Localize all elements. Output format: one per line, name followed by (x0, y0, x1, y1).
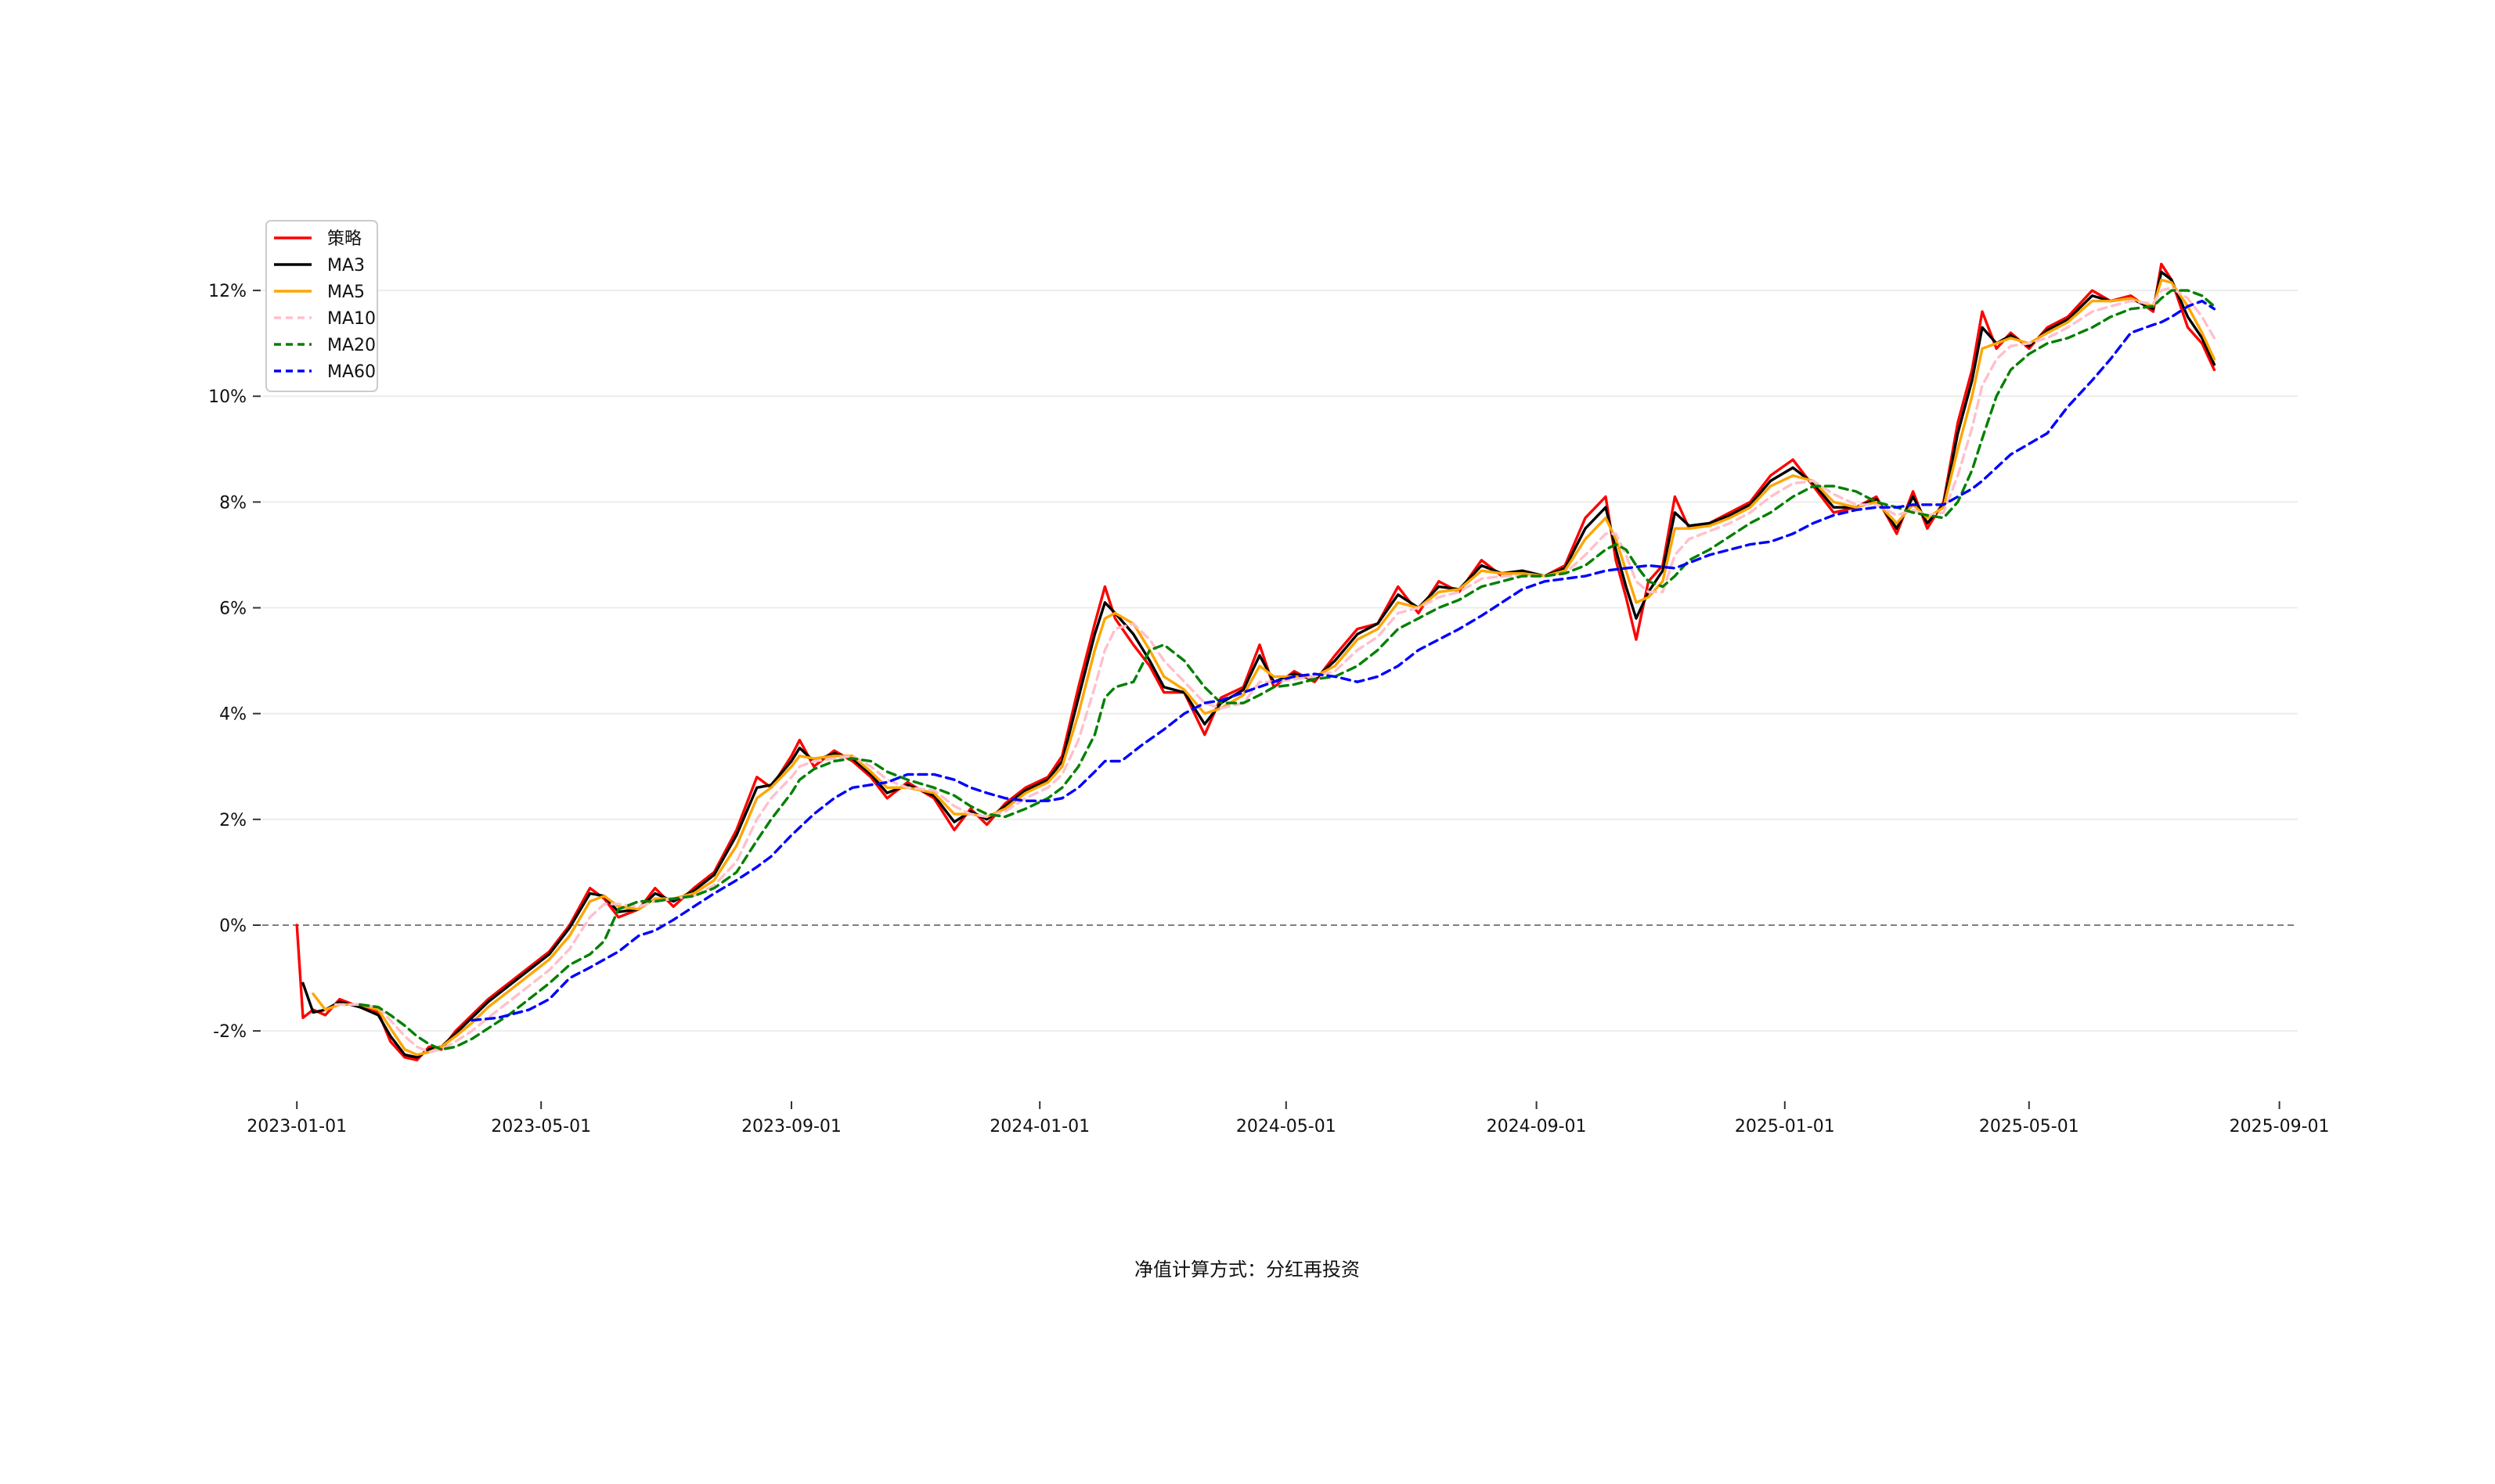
x-axis-label: 净值计算方式：分红再投资 (1134, 1259, 1360, 1280)
x-tick-label: 2023-05-01 (491, 1117, 591, 1136)
y-tick-label: 10% (208, 387, 247, 407)
y-tick-label: 6% (219, 600, 247, 619)
legend-entry-label: 策略 (327, 229, 362, 249)
x-tick-label: 2023-09-01 (741, 1117, 842, 1136)
x-tick-label: 2024-05-01 (1236, 1117, 1336, 1136)
y-tick-label: 8% (219, 493, 247, 513)
y-axis: -2% 0% 2% 4% 6% 8% 10% 12% (208, 282, 261, 1042)
y-tick-label: 4% (219, 705, 247, 725)
x-tick-label: 2024-01-01 (990, 1117, 1090, 1136)
x-axis: 2023-01-01 2023-05-01 2023-09-01 2024-01-01… (247, 1101, 2330, 1136)
y-tick-label: 0% (219, 917, 247, 936)
legend: 策略 MA3 MA5 MA10 MA20 MA60 (265, 220, 378, 392)
series-line-3 (334, 286, 2216, 1054)
y-tick-label: -2% (213, 1022, 247, 1042)
series-line-5 (471, 299, 2216, 1022)
x-tick-label: 2023-01-01 (247, 1117, 347, 1136)
y-tick-label: 12% (208, 282, 247, 301)
y-tick-label: 2% (219, 811, 247, 830)
x-tick-label: 2025-09-01 (2230, 1117, 2330, 1136)
x-tick-label: 2025-01-01 (1735, 1117, 1835, 1136)
x-tick-label: 2024-09-01 (1487, 1117, 1587, 1136)
series-lines (295, 262, 2216, 1062)
legend-entry-label: MA5 (327, 283, 365, 302)
series-line-4 (359, 289, 2216, 1051)
y-gridlines (262, 290, 2298, 1032)
legend-entry-label: MA20 (327, 336, 376, 355)
series-line-1 (301, 270, 2216, 1059)
legend-entry-label: MA3 (327, 256, 365, 276)
x-tick-label: 2025-05-01 (1979, 1117, 2079, 1136)
legend-entry-label: MA60 (327, 362, 376, 382)
legend-entry-label: MA10 (327, 309, 376, 329)
